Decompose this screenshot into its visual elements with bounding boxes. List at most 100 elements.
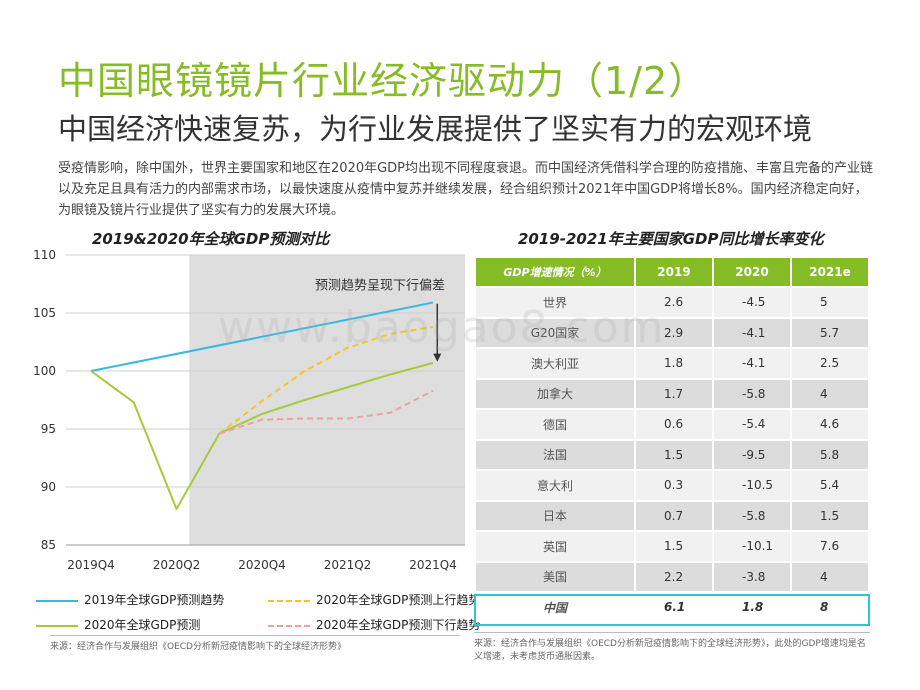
- y-tick-label: 110: [33, 248, 56, 262]
- gdp-line-chart: 85 90 95 100 105 110 2019Q4 2020Q2 2020Q4 2021Q2 2…: [33, 248, 465, 572]
- chart-source: 来源：经济合作与发展组织《OECD分析新冠疫情影响下的全球经济形势》: [50, 642, 346, 652]
- legend-swatch: [36, 624, 78, 627]
- legend-swatch: [268, 599, 310, 602]
- y-tick-label: 95: [41, 422, 56, 436]
- forecast-region: [189, 255, 465, 545]
- y-tick-label: 100: [33, 364, 56, 378]
- value-cell: 2.9: [636, 318, 712, 347]
- series-line-3: [218, 389, 434, 435]
- legend-swatch: [36, 599, 78, 602]
- value-cell: -5.8: [714, 379, 790, 408]
- y-tick-label: 90: [41, 480, 56, 494]
- series-line-1: [218, 325, 434, 435]
- x-tick-label: 2019Q4: [67, 558, 115, 572]
- value-cell: 1.8: [636, 349, 712, 378]
- value-cell: 1.5: [792, 501, 868, 530]
- legend-label: 2019年全球GDP预测趋势: [84, 593, 225, 607]
- country-cell: 日本: [476, 501, 634, 530]
- table-header-row: GDP增速情况（%） 2019 2020 2021e: [476, 258, 868, 286]
- value-cell: 7.6: [792, 532, 868, 561]
- value-cell: -5.4: [714, 410, 790, 439]
- table-title: 2019-2021年主要国家GDP同比增长率变化: [518, 230, 824, 248]
- country-cell: 法国: [476, 440, 634, 469]
- page-subtitle: 中国经济快速复苏，为行业发展提供了坚实有力的宏观环境: [58, 112, 813, 146]
- legend-swatch: [268, 624, 310, 627]
- x-tick-label: 2020Q2: [153, 558, 201, 572]
- y-tick-label: 105: [33, 306, 56, 320]
- country-cell: 中国: [476, 593, 634, 622]
- value-cell: 5: [792, 288, 868, 317]
- value-cell: 0.6: [636, 410, 712, 439]
- legend-item: 2019年全球GDP预测趋势: [36, 592, 224, 608]
- country-cell: 英国: [476, 532, 634, 561]
- x-tick-label: 2021Q2: [324, 558, 372, 572]
- legend-item: 2020年全球GDP预测下行趋势: [268, 617, 480, 633]
- series-line-0: [90, 301, 434, 372]
- divider: [474, 632, 870, 633]
- table-row: 澳大利亚 1.8 -4.1 2.5: [476, 349, 868, 378]
- value-cell: 4.6: [792, 410, 868, 439]
- value-cell: -4.1: [714, 318, 790, 347]
- legend-label: 2020年全球GDP预测: [84, 618, 201, 632]
- value-cell: -3.8: [714, 562, 790, 591]
- table-row: 意大利 0.3 -10.5 5.4: [476, 471, 868, 500]
- page-title: 中国眼镜镜片行业经济驱动力（1/2）: [58, 59, 708, 103]
- country-cell: 加拿大: [476, 379, 634, 408]
- value-cell: 1.5: [636, 440, 712, 469]
- table-row: 世界 2.6 -4.5 5: [476, 288, 868, 317]
- table-row: 法国 1.5 -9.5 5.8: [476, 440, 868, 469]
- table-row: 美国 2.2 -3.8 4: [476, 562, 868, 591]
- value-cell: -10.5: [714, 471, 790, 500]
- chart-title: 2019&2020年全球GDP预测对比: [92, 230, 330, 248]
- value-cell: 4: [792, 562, 868, 591]
- value-cell: -10.1: [714, 532, 790, 561]
- annotation-arrowhead: [433, 353, 442, 362]
- value-cell: -4.1: [714, 349, 790, 378]
- table-header-cell: 2020: [714, 258, 790, 286]
- value-cell: 0.3: [636, 471, 712, 500]
- value-cell: 2.5: [792, 349, 868, 378]
- table-header-cell: 2021e: [792, 258, 868, 286]
- legend-item: 2020年全球GDP预测上行趋势: [268, 592, 480, 608]
- table-row: G20国家 2.9 -4.1 5.7: [476, 318, 868, 347]
- table-row: 日本 0.7 -5.8 1.5: [476, 501, 868, 530]
- country-cell: 澳大利亚: [476, 349, 634, 378]
- value-cell: 1.8: [714, 593, 790, 622]
- annotation-label: 预测趋势呈现下行偏差: [315, 277, 445, 293]
- legend-item: 2020年全球GDP预测: [36, 617, 200, 633]
- value-cell: 5.8: [792, 440, 868, 469]
- watermark: www.baogao8.com: [218, 302, 666, 353]
- country-cell: 美国: [476, 562, 634, 591]
- divider: [50, 635, 460, 636]
- table-header-cell: GDP增速情况（%）: [476, 258, 634, 286]
- series-line-2: [90, 361, 434, 511]
- gdp-growth-table: GDP增速情况（%） 2019 2020 2021e 世界 2.6 -4.5 5 G20…: [474, 256, 870, 624]
- value-cell: 1.7: [636, 379, 712, 408]
- table-row: 加拿大 1.7 -5.8 4: [476, 379, 868, 408]
- value-cell: -9.5: [714, 440, 790, 469]
- value-cell: -5.8: [714, 501, 790, 530]
- table-source: 来源：经济合作与发展组织《OECD分析新冠疫情影响下的全球经济形势》，此处的GD…: [474, 639, 866, 662]
- legend-label: 2020年全球GDP预测下行趋势: [316, 618, 481, 632]
- x-tick-label: 2021Q4: [409, 558, 457, 572]
- table-header-cell: 2019: [636, 258, 712, 286]
- table-row-china: 中国 6.1 1.8 8: [476, 593, 868, 622]
- value-cell: 5.4: [792, 471, 868, 500]
- value-cell: 6.1: [636, 593, 712, 622]
- country-cell: 德国: [476, 410, 634, 439]
- value-cell: -4.5: [714, 288, 790, 317]
- x-tick-label: 2020Q4: [238, 558, 286, 572]
- body-paragraph: 受疫情影响，除中国外，世界主要国家和地区在2020年GDP均出现不同程度衰退。而…: [58, 161, 874, 218]
- table-row: 德国 0.6 -5.4 4.6: [476, 410, 868, 439]
- country-cell: 世界: [476, 288, 634, 317]
- value-cell: 0.7: [636, 501, 712, 530]
- value-cell: 4: [792, 379, 868, 408]
- country-cell: 意大利: [476, 471, 634, 500]
- y-tick-label: 85: [41, 538, 56, 552]
- legend-label: 2020年全球GDP预测上行趋势: [316, 593, 481, 607]
- value-cell: 2.6: [636, 288, 712, 317]
- value-cell: 8: [792, 593, 868, 622]
- table-row: 英国 1.5 -10.1 7.6: [476, 532, 868, 561]
- value-cell: 1.5: [636, 532, 712, 561]
- value-cell: 5.7: [792, 318, 868, 347]
